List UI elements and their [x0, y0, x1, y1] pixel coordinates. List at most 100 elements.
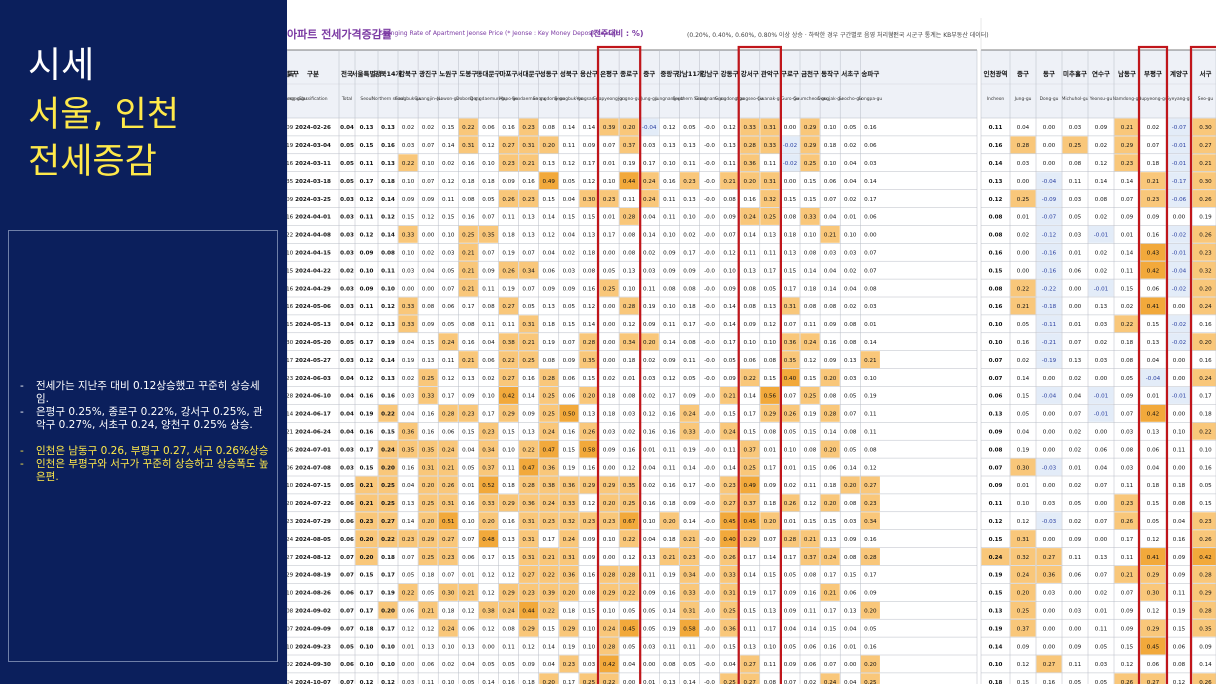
- row-date: 2024-05-20: [295, 340, 331, 346]
- column-header-en: Gwangjin-gu: [414, 96, 442, 102]
- cell-value: 0.07: [1069, 412, 1082, 418]
- cell-value: 0.01: [603, 161, 616, 167]
- cell-value: 0.11: [422, 680, 435, 684]
- cell-value: 0.11: [663, 215, 676, 221]
- cell-value: 0.15: [723, 644, 736, 650]
- cell-shade: [1192, 261, 1216, 279]
- column-header-en: Dong-gu: [1040, 96, 1059, 102]
- cell-shade: [679, 583, 699, 601]
- cell-value: 0.06: [340, 591, 354, 597]
- cell-value: 0.05: [1121, 376, 1134, 382]
- cell-value: -0.0: [704, 143, 715, 149]
- cell-value: 0.20: [643, 340, 656, 346]
- cell-shade: [378, 530, 398, 548]
- cell-shade: [599, 118, 619, 136]
- row-date: 2024-07-22: [295, 501, 331, 507]
- cell-value: 0.33: [482, 501, 495, 507]
- cell-shade: [1192, 225, 1216, 243]
- cell-value: 0.16: [360, 394, 374, 400]
- cell-value: 0.10: [442, 644, 455, 650]
- cell-shade: [860, 512, 880, 530]
- column-header-en: Dongdaemun-gu: [470, 96, 507, 102]
- cell-value: 0.03: [402, 143, 415, 149]
- cell-value: 0.05: [864, 626, 877, 632]
- cell-value: 0.24: [563, 537, 576, 543]
- cell-value: 0.11: [502, 644, 515, 650]
- cell-value: 0.00: [1043, 125, 1056, 131]
- table-note: (0.20%, 0.40%, 0.60%, 0.80% 이상 상승 · 하락한 …: [687, 32, 896, 39]
- cell-value: 0.08: [844, 340, 857, 346]
- cell-shade: [398, 422, 418, 440]
- cell-value: -0.0: [704, 250, 715, 256]
- cell-value: 0.19: [623, 161, 636, 167]
- cell-value: 0.04: [422, 268, 435, 274]
- cell-shade: [579, 190, 599, 207]
- row-date: 2024-07-29: [295, 519, 331, 525]
- cell-value: 0.29: [563, 626, 576, 632]
- cell-value: 0.39: [603, 125, 616, 131]
- cell-value: 0.25: [462, 233, 475, 239]
- cell-shade: [740, 494, 760, 512]
- cell-value: 0.17: [764, 626, 777, 632]
- cell-value: 0.01: [1017, 215, 1030, 221]
- cell-value: 0.15: [824, 519, 837, 525]
- cell-value: 0.21: [462, 268, 475, 274]
- cell-value: 0.06: [340, 537, 354, 543]
- cell-value: 0.12: [422, 626, 434, 632]
- column-header-kr: 관악구: [761, 69, 779, 78]
- cell-value: 0.18: [663, 537, 676, 543]
- cell-value: 0.44: [623, 179, 636, 185]
- cell-shade: [679, 601, 699, 619]
- cell-value: 0.17: [603, 233, 616, 239]
- column-header-kr: 마포구: [500, 69, 518, 78]
- cell-value: 0.45: [1147, 644, 1160, 650]
- cell-value: 0.21: [1121, 573, 1134, 579]
- cell-value: 0.00: [1095, 376, 1108, 382]
- cell-shade: [398, 225, 418, 243]
- cell-value: -0.0: [704, 412, 715, 418]
- cell-value: -0.0: [704, 215, 715, 221]
- column-header-kr: 부평구: [1144, 69, 1162, 78]
- cell-value: 0.08: [1121, 358, 1134, 364]
- cell-value: 0.07: [1121, 591, 1134, 597]
- cell-value: 0.27: [1043, 662, 1056, 668]
- cell-value: 0.05: [1017, 412, 1030, 418]
- cell-value: 0.18: [683, 304, 696, 310]
- cell-shade: [418, 387, 438, 404]
- cell-value: 0.31: [522, 143, 535, 149]
- cell-value: 0.17: [764, 591, 777, 597]
- cell-shade: [499, 190, 519, 207]
- cell-value: 0.04: [643, 537, 656, 543]
- cell-value: 0.22: [1017, 286, 1029, 292]
- cell-value: 0.09: [824, 322, 837, 328]
- cell-value: 0.30: [583, 197, 596, 203]
- cell-value: 0.00: [1017, 179, 1030, 185]
- cell-value: 0.17: [683, 322, 696, 328]
- cell-value: -0.11: [1042, 322, 1057, 328]
- cell-value: 0.08: [824, 304, 837, 310]
- bullet-text: 인천은 부평구와 서구가 꾸준히 상승하고 상승폭도 높은편.: [36, 458, 269, 483]
- column-header-en: Seocho-gu: [839, 96, 863, 102]
- cell-value: 0.05: [502, 662, 515, 668]
- cell-value: 0.08: [864, 286, 877, 292]
- cell-value: 0.21: [723, 179, 736, 185]
- cell-value: 0.10: [784, 447, 797, 453]
- cell-shade: [355, 548, 378, 565]
- cell-shade: [800, 387, 820, 404]
- cell-value: -0.01: [1094, 394, 1109, 400]
- cell-value: 0.07: [563, 340, 576, 346]
- cell-shade: [539, 422, 559, 440]
- cell-value: 0.03: [340, 465, 354, 471]
- cell-value: 0.41: [1147, 555, 1160, 561]
- cell-value: 0.13: [623, 268, 636, 274]
- cell-shade: [720, 422, 740, 440]
- cell-shade: [1010, 458, 1036, 476]
- cell-value: 0.14: [1121, 179, 1134, 185]
- cell-value: 0.10: [663, 233, 676, 239]
- cell-value: 0.11: [502, 322, 515, 328]
- cell-value: 0.10: [603, 537, 616, 543]
- row-date: 2024-04-29: [295, 286, 331, 292]
- cell-value: 0.17: [643, 161, 656, 167]
- cell-value: 0.02: [1069, 483, 1081, 489]
- cell-value: 0.17: [744, 555, 757, 561]
